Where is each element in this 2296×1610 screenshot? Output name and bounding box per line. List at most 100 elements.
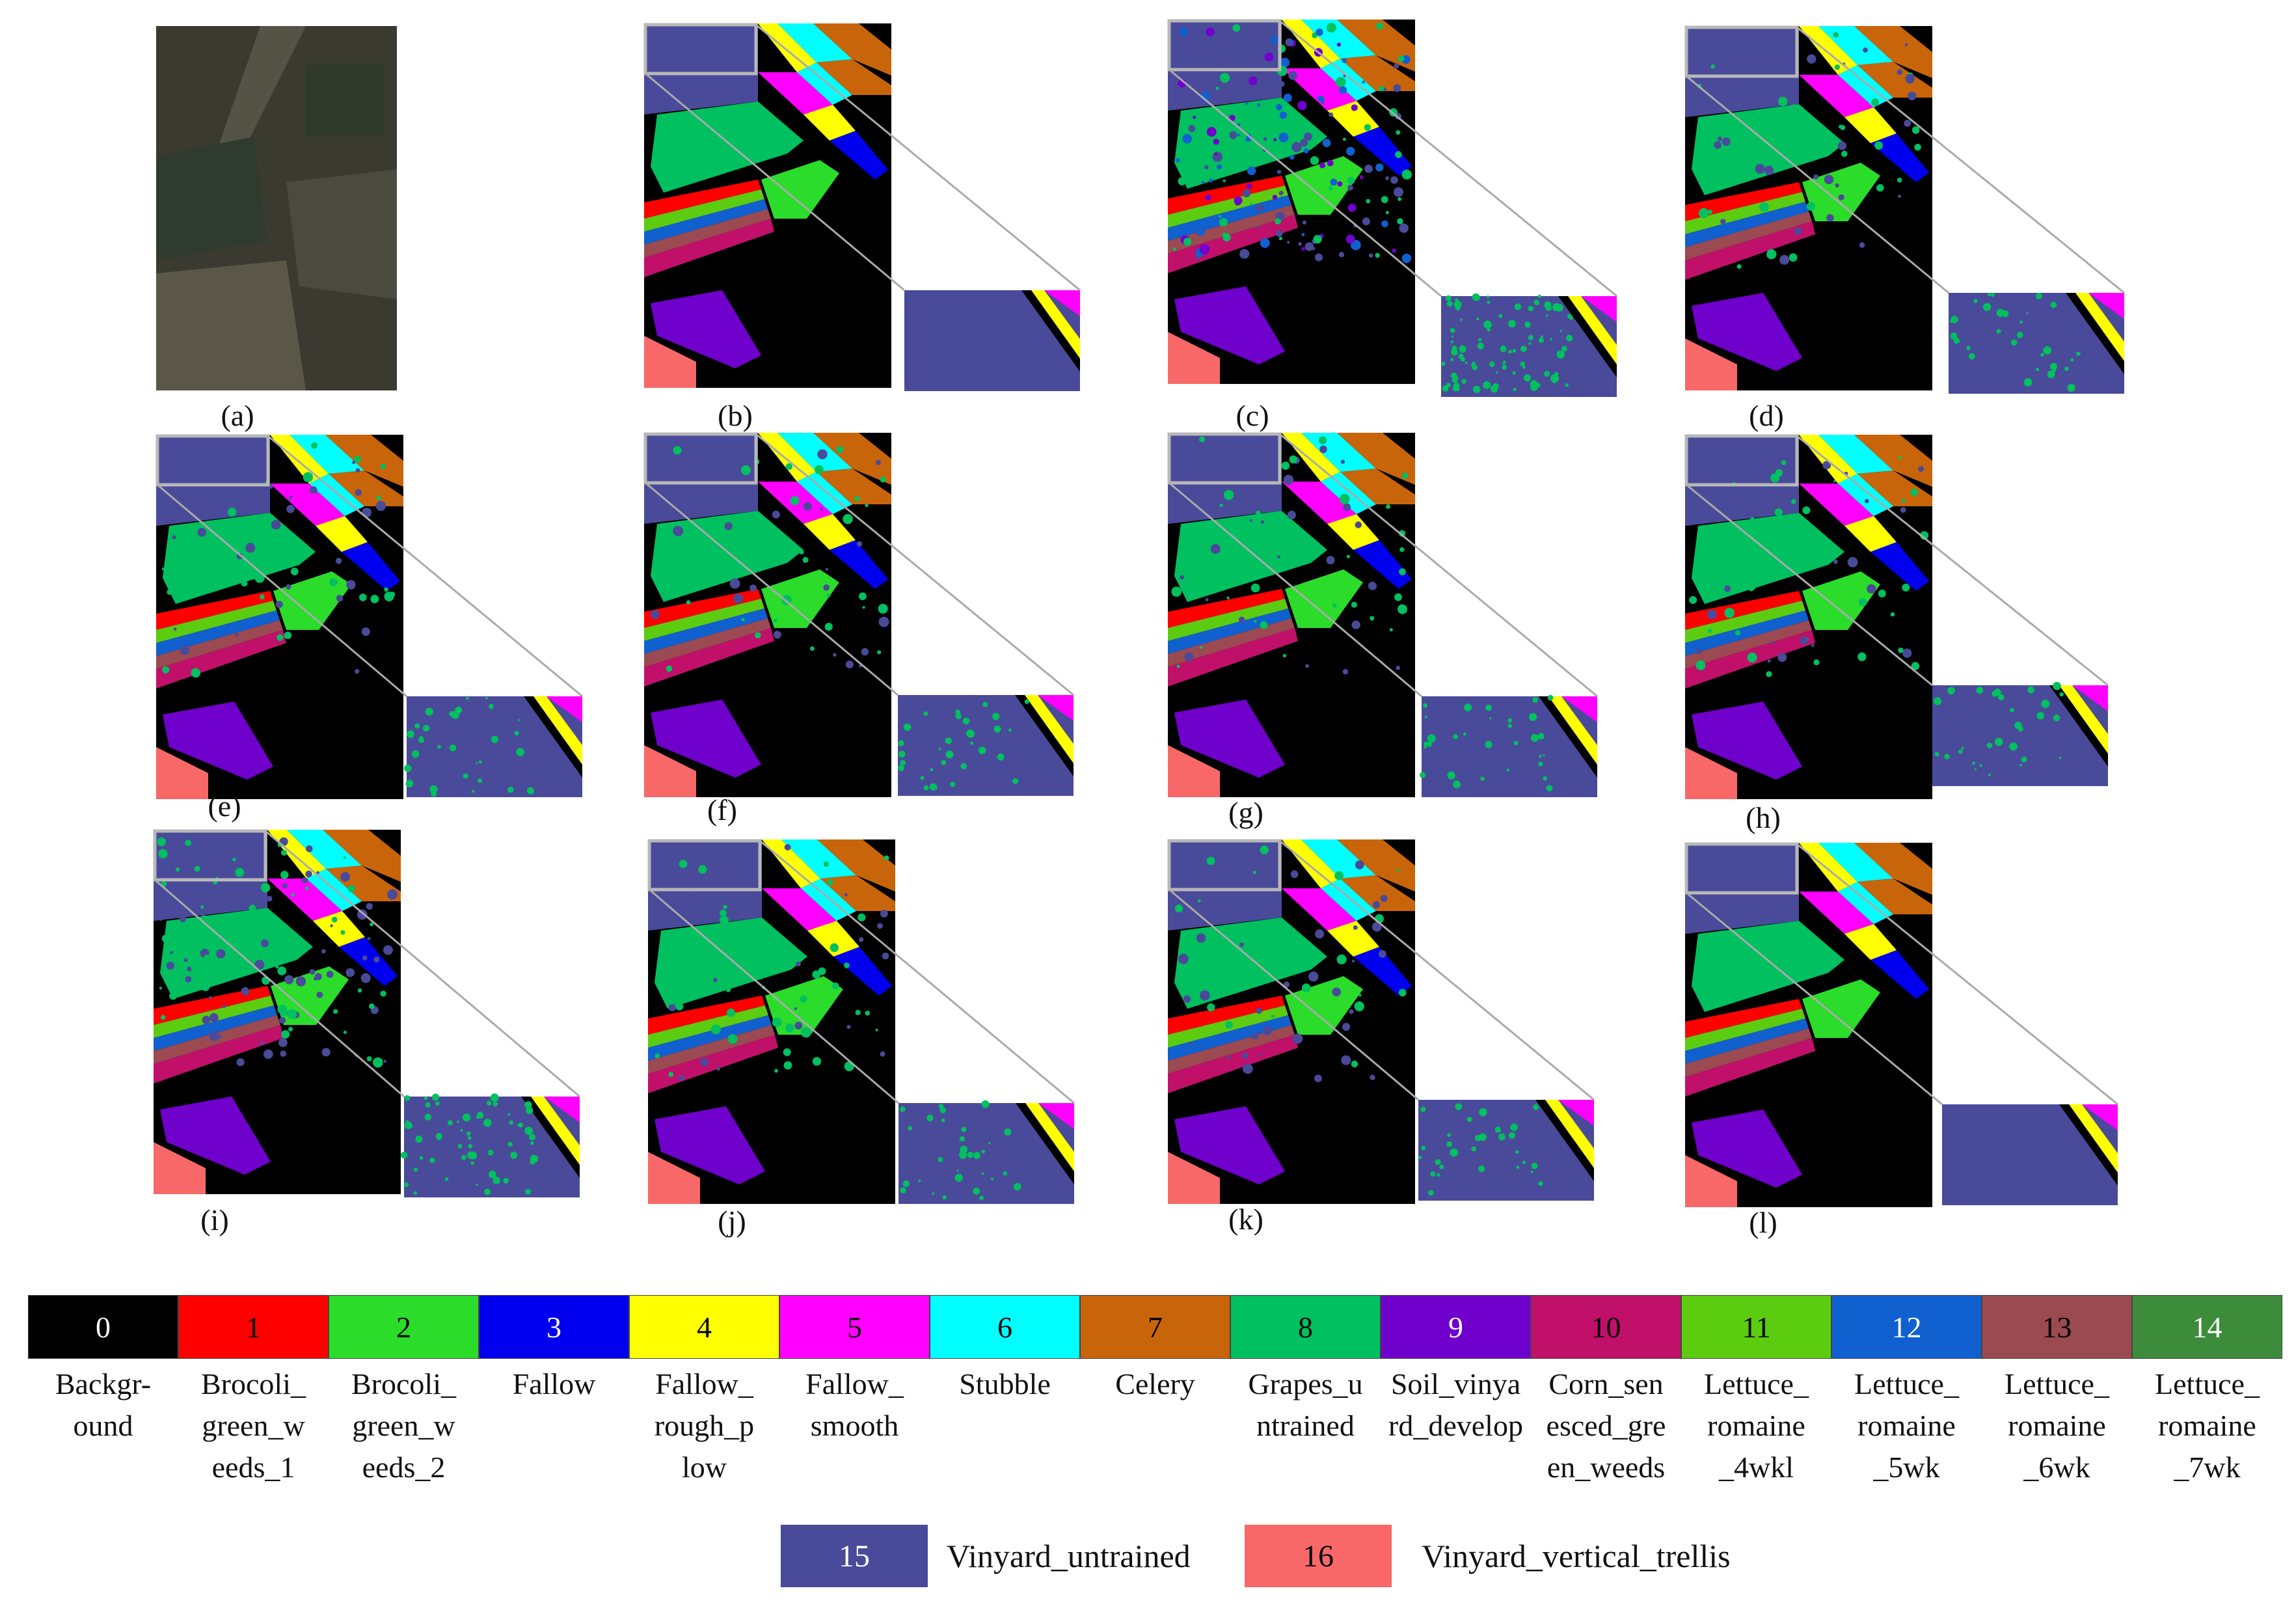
- speckle: [1453, 300, 1462, 308]
- speckle: [1279, 111, 1287, 119]
- i-connector-line: [154, 879, 405, 1098]
- speckle: [1933, 697, 1942, 705]
- speckle: [997, 753, 1005, 761]
- i-connector-line: [265, 830, 580, 1098]
- speckle: [930, 768, 934, 772]
- speckle: [478, 760, 482, 764]
- field-vinyard-trellis: [1685, 338, 1737, 390]
- speckle: [277, 966, 287, 976]
- speckle: [280, 1008, 288, 1016]
- speckle: [1200, 646, 1203, 649]
- speckle: [1271, 1014, 1275, 1018]
- speckle: [352, 461, 356, 465]
- panel-h-graphic: [1684, 434, 2109, 799]
- speckle: [1424, 745, 1427, 749]
- speckle: [859, 592, 867, 601]
- field-grapes: [1692, 921, 1844, 1012]
- speckle: [981, 1149, 985, 1154]
- field-grapes: [1692, 104, 1844, 195]
- speckle: [898, 740, 904, 746]
- speckle: [518, 1122, 524, 1128]
- panel-label: (j): [718, 1205, 746, 1238]
- speckle: [516, 748, 524, 756]
- speckle: [2059, 692, 2064, 697]
- speckle: [1418, 1156, 1422, 1160]
- speckle: [1530, 733, 1539, 742]
- speckle: [826, 594, 831, 597]
- speckle: [772, 1017, 782, 1028]
- speckle: [1783, 443, 1793, 453]
- speckle: [1290, 155, 1295, 160]
- speckle: [1902, 648, 1912, 658]
- speckle: [321, 1048, 331, 1057]
- speckle: [1857, 652, 1867, 661]
- field-soil-vinyard: [1174, 1106, 1285, 1184]
- speckle: [1435, 1159, 1441, 1166]
- speckle: [1514, 303, 1522, 310]
- speckle: [1779, 254, 1790, 265]
- field-brocoli-2: [761, 160, 839, 219]
- legend-label-11: Lettuce_ romaine _4wkl: [1704, 1367, 1809, 1484]
- speckle: [1910, 488, 1918, 497]
- speckle: [305, 870, 312, 878]
- speckle: [1487, 301, 1491, 305]
- speckle: [1754, 499, 1760, 505]
- speckle: [389, 592, 396, 597]
- speckle: [503, 1177, 509, 1184]
- field-fallow-smooth: [1799, 892, 1874, 934]
- speckle: [1004, 1128, 1012, 1136]
- speckle: [973, 1188, 980, 1195]
- speckle: [1301, 983, 1311, 992]
- field-lettuce-5wk: [1685, 1018, 1809, 1064]
- speckle: [1459, 318, 1463, 321]
- speckle: [1318, 436, 1327, 444]
- speckle: [1258, 569, 1263, 576]
- speckle: [373, 956, 380, 963]
- speckle: [966, 730, 975, 738]
- speckle: [1394, 593, 1402, 601]
- speckle: [1717, 136, 1722, 141]
- speckle: [1498, 1133, 1506, 1141]
- speckle: [855, 1009, 861, 1015]
- speckle: [1988, 773, 1991, 776]
- legend-label-2: Brocoli_ green_w eeds_2: [351, 1367, 456, 1484]
- speckle: [369, 1003, 375, 1009]
- field-vinyard-untrained-2: [154, 869, 267, 921]
- speckle: [1272, 195, 1278, 200]
- speckle: [1528, 308, 1531, 310]
- speckle: [1264, 53, 1274, 62]
- speckle: [387, 889, 398, 900]
- speckle: [1552, 303, 1561, 312]
- field-celery-2: [329, 471, 403, 506]
- speckle: [1502, 362, 1506, 365]
- speckle: [1833, 559, 1838, 564]
- speckle: [202, 1015, 211, 1024]
- speckle: [720, 909, 727, 917]
- speckle: [1450, 357, 1454, 362]
- field-celery: [817, 839, 895, 892]
- speckle: [172, 535, 176, 539]
- speckle: [1538, 761, 1543, 767]
- speckle: [1914, 143, 1921, 151]
- speckle: [510, 1151, 518, 1159]
- speckle: [1207, 1003, 1215, 1012]
- speckle: [507, 1113, 511, 1116]
- speckle: [724, 522, 733, 530]
- speckle: [880, 476, 886, 483]
- speckle: [1336, 954, 1347, 964]
- field-fallow: [1353, 540, 1412, 589]
- speckle: [245, 543, 256, 553]
- field-celery-2: [817, 59, 891, 95]
- speckle: [1399, 989, 1407, 997]
- speckle: [260, 594, 265, 599]
- speckle: [1219, 218, 1228, 227]
- speckle: [844, 893, 848, 897]
- field-grapes: [651, 102, 804, 193]
- speckle: [1447, 771, 1455, 780]
- speckle: [1249, 76, 1258, 85]
- speckle: [1898, 195, 1901, 198]
- field-fallow: [1353, 947, 1412, 996]
- speckle: [1423, 703, 1427, 708]
- speckle: [982, 702, 988, 707]
- field-brocoli-1: [644, 180, 761, 219]
